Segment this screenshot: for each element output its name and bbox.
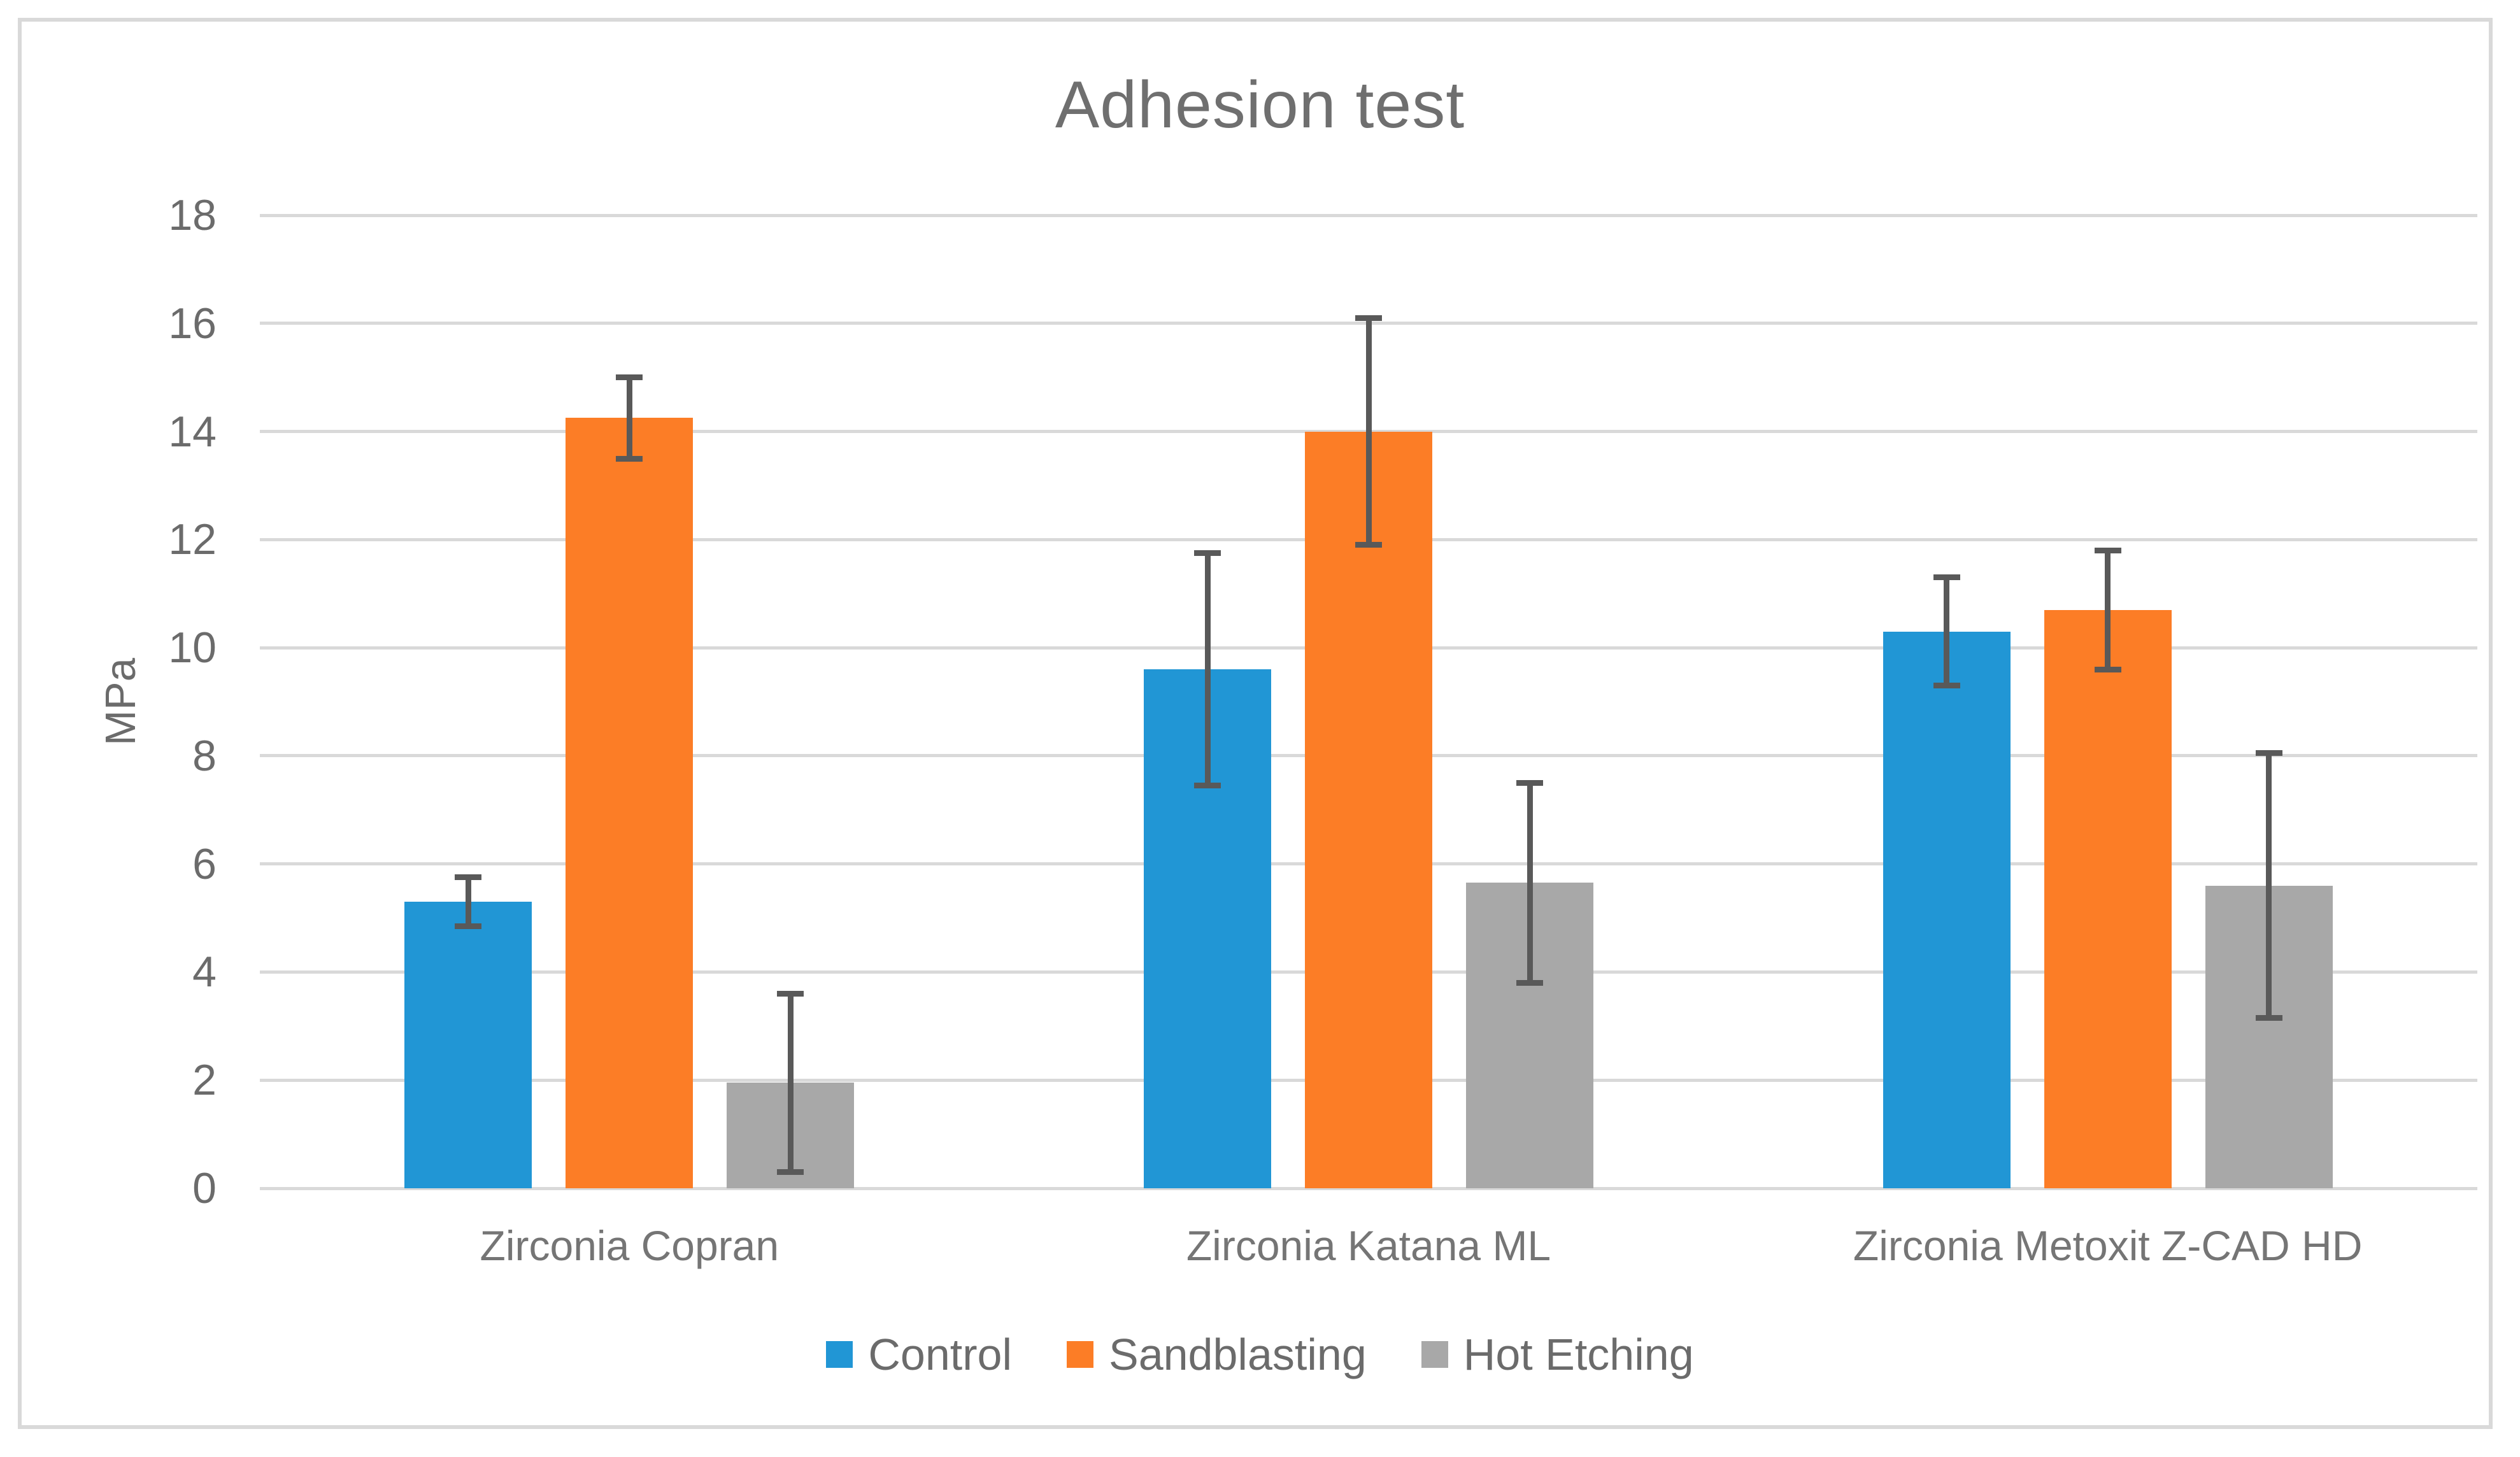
legend-item-sandblasting: Sandblasting — [1067, 1328, 1367, 1381]
error-bar-cap — [1194, 783, 1221, 789]
error-bar-line — [2266, 753, 2272, 1018]
y-tick-label: 6 — [192, 839, 217, 888]
y-tick-label: 0 — [192, 1164, 217, 1212]
error-bar-line — [465, 877, 471, 927]
error-bar-cap — [1516, 979, 1543, 986]
category-label-zirconia-copran: Zirconia Copran — [480, 1222, 779, 1269]
y-axis-title: MPa — [97, 658, 145, 746]
legend-item-hot-etching: Hot Etching — [1421, 1328, 1694, 1381]
error-bar-line — [1365, 318, 1372, 545]
chart-title: Adhesion test — [1055, 68, 1465, 142]
error-bar-line — [1944, 577, 1950, 686]
legend-swatch-sandblasting — [1067, 1341, 1093, 1368]
y-tick-label: 8 — [192, 731, 217, 780]
error-bar-line — [626, 377, 632, 458]
gridline — [260, 213, 2477, 217]
legend-swatch-hot-etching — [1421, 1341, 1448, 1368]
legend-label: Control — [868, 1330, 1012, 1379]
legend-label: Sandblasting — [1109, 1330, 1367, 1379]
error-bar-cap — [1516, 779, 1543, 786]
error-bar-cap — [2255, 1015, 2282, 1021]
y-tick-label: 2 — [192, 1056, 217, 1105]
bar-sandblasting-zirconia-copran — [566, 418, 694, 1188]
x-axis-line — [260, 1186, 2477, 1190]
error-bar-cap — [1194, 550, 1221, 557]
y-tick-label: 12 — [168, 515, 217, 564]
bar-control-zirconia-metoxit-z-cad-hd — [1883, 631, 2011, 1188]
error-bar-cap — [1355, 315, 1382, 321]
error-bar-cap — [1355, 542, 1382, 548]
bar-sandblasting-zirconia-katana-ml — [1305, 431, 1432, 1188]
y-tick-label: 18 — [168, 191, 217, 239]
bar-sandblasting-zirconia-metoxit-z-cad-hd — [2044, 609, 2172, 1188]
error-bar-cap — [1933, 683, 1960, 689]
y-tick-label: 10 — [168, 623, 217, 672]
legend-label: Hot Etching — [1463, 1330, 1694, 1379]
y-tick-label: 4 — [192, 948, 217, 997]
y-tick-label: 16 — [168, 299, 217, 348]
error-bar-cap — [2094, 547, 2121, 553]
error-bar-cap — [616, 374, 643, 381]
error-bar-line — [1204, 553, 1211, 786]
legend-item-control: Control — [826, 1328, 1012, 1381]
error-bar-line — [787, 993, 794, 1172]
error-bar-cap — [1933, 574, 1960, 581]
legend: Control Sandblasting Hot Etching — [0, 1328, 2520, 1381]
error-bar-cap — [777, 990, 804, 997]
bar-control-zirconia-copran — [404, 902, 532, 1188]
error-bar-line — [1527, 783, 1533, 983]
error-bar-cap — [2255, 750, 2282, 757]
error-bar-cap — [2094, 666, 2121, 672]
y-tick-label: 14 — [168, 407, 217, 456]
error-bar-cap — [455, 923, 482, 929]
category-label-zirconia-metoxit-z-cad-hd: Zirconia Metoxit Z-CAD HD — [1853, 1222, 2363, 1269]
category-label-zirconia-katana-ml: Zirconia Katana ML — [1186, 1222, 1551, 1269]
error-bar-cap — [455, 874, 482, 881]
error-bar-cap — [616, 455, 643, 462]
error-bar-cap — [777, 1169, 804, 1176]
legend-swatch-control — [826, 1341, 853, 1368]
error-bar-line — [2105, 550, 2111, 670]
